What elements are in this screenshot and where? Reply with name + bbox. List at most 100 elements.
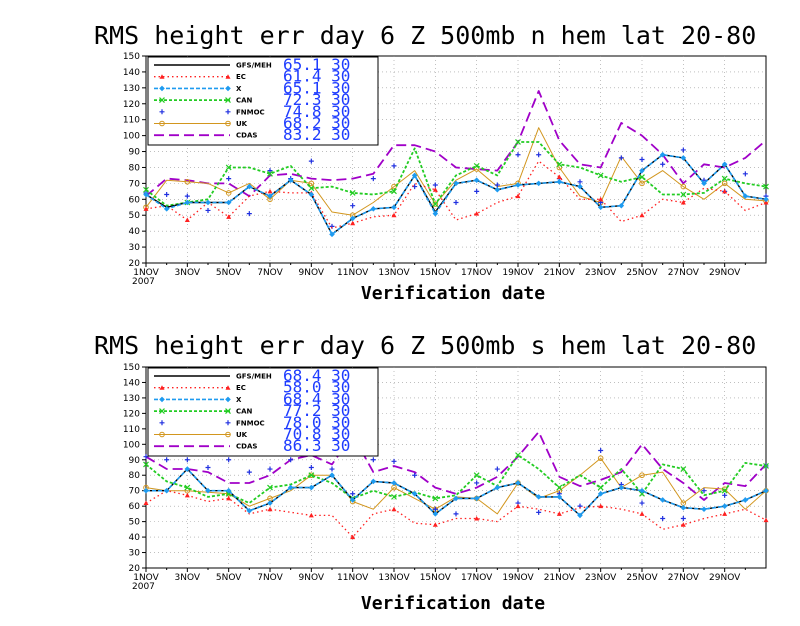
x-marker [370, 478, 377, 485]
ec-marker [432, 187, 438, 192]
can-marker [391, 188, 397, 195]
can-marker [159, 408, 165, 415]
x-tick-label: 21NOV [544, 268, 576, 278]
fnmoc-marker [722, 492, 728, 498]
x-tick-label: 23NOV [585, 268, 617, 278]
y-tick-label: 70 [129, 179, 141, 189]
y-tick-label: 150 [123, 52, 140, 62]
x-marker [721, 503, 728, 509]
fnmoc-marker [184, 457, 190, 463]
ec-marker [680, 199, 686, 205]
legend-entry-gfsmeh: GFS/MEH 68.4 30 [154, 366, 350, 385]
can-marker [556, 161, 563, 168]
x-marker [577, 183, 583, 190]
legend-name-fnmoc: FNMOC [236, 419, 265, 427]
y-tick-label: 120 [123, 409, 140, 419]
x-marker [287, 484, 294, 491]
series-line-ec [145, 160, 767, 229]
series-line-x [146, 468, 767, 517]
y-tick-label: 120 [123, 100, 140, 110]
x-marker [225, 487, 232, 494]
series-line-uk [145, 127, 767, 216]
uk-marker [391, 183, 397, 190]
x-marker [763, 487, 769, 494]
series-line-can [145, 454, 767, 505]
fnmoc-marker [432, 182, 438, 188]
fnmoc-marker [391, 163, 397, 169]
fnmoc-marker [474, 480, 480, 486]
x-marker [535, 180, 542, 187]
legend-entry-x: X 65.1 30 [154, 78, 350, 97]
fnmoc-marker [246, 469, 252, 475]
legend-entry-ec: EC 61.4 30 [154, 67, 350, 86]
x-tick-label: 9NOV [299, 573, 325, 583]
x-marker [639, 487, 645, 494]
series-line-cdas [145, 430, 767, 501]
fnmoc-marker [267, 466, 273, 472]
chart-title: RMS height err day 6 Z 500mb n hem lat 2… [94, 21, 756, 50]
y-tick-label: 150 [123, 363, 140, 373]
can-marker [225, 164, 232, 171]
x-marker [329, 472, 335, 479]
can-marker [763, 463, 769, 469]
fnmoc-marker [639, 500, 645, 506]
y-tick-label: 50 [129, 518, 141, 528]
can-marker [473, 472, 480, 479]
x-marker [556, 494, 563, 500]
ec-marker [722, 188, 728, 194]
can-marker [159, 97, 165, 104]
ec-marker [143, 500, 149, 506]
x-marker [225, 199, 232, 206]
ec-marker [350, 534, 356, 540]
legend-entry-uk: UK 70.8 30 [154, 425, 350, 444]
ec-marker [391, 506, 397, 512]
uk-marker [225, 120, 231, 127]
uk-marker [432, 201, 439, 207]
legend-name-x: X [236, 85, 242, 93]
legend-entry-gfsmeh: GFS/MEH 65.1 30 [154, 55, 350, 74]
y-tick-label: 80 [129, 163, 141, 173]
x-marker [349, 497, 356, 503]
can-marker [556, 484, 563, 491]
legend-value-x: 65.1 30 [283, 78, 350, 97]
ec-marker [598, 196, 604, 202]
y-tick-label: 80 [129, 471, 141, 481]
x-year-label: 2007 [132, 582, 155, 592]
ec-marker [159, 385, 165, 390]
x-marker [391, 204, 397, 211]
x-marker [287, 177, 294, 183]
ec-marker [556, 511, 562, 516]
fnmoc-marker [308, 158, 314, 164]
x-tick-label: 5NOV [216, 268, 242, 278]
x-marker [453, 495, 459, 502]
fnmoc-marker [494, 466, 500, 472]
series-fnmoc [143, 447, 769, 522]
legend-name-cdas: CDAS [236, 443, 257, 451]
uk-marker [225, 190, 232, 196]
fnmoc-marker [742, 171, 748, 177]
fnmoc-marker [143, 454, 149, 460]
legend-name-uk: UK [236, 120, 248, 128]
ec-marker [763, 517, 769, 523]
x-marker [494, 484, 501, 491]
fnmoc-marker [205, 465, 211, 470]
y-tick-label: 20 [129, 259, 141, 269]
ec-marker [308, 512, 314, 518]
x-marker [742, 193, 749, 199]
ec-marker [680, 522, 686, 527]
uk-marker [159, 120, 165, 127]
can-marker [267, 484, 273, 491]
ec-marker [267, 188, 273, 194]
x-marker [163, 206, 170, 212]
x-marker [618, 484, 625, 491]
x-tick-label: 29NOV [709, 573, 741, 583]
legend-name-can: CAN [236, 408, 253, 416]
x-marker [680, 155, 687, 161]
x-marker [639, 167, 645, 174]
legend-value-cdas: 83.2 30 [283, 125, 350, 144]
ec-marker [639, 511, 645, 516]
x-tick-label: 25NOV [626, 573, 658, 583]
x-marker [159, 396, 165, 403]
x-marker [473, 495, 480, 502]
x-marker [659, 497, 666, 503]
